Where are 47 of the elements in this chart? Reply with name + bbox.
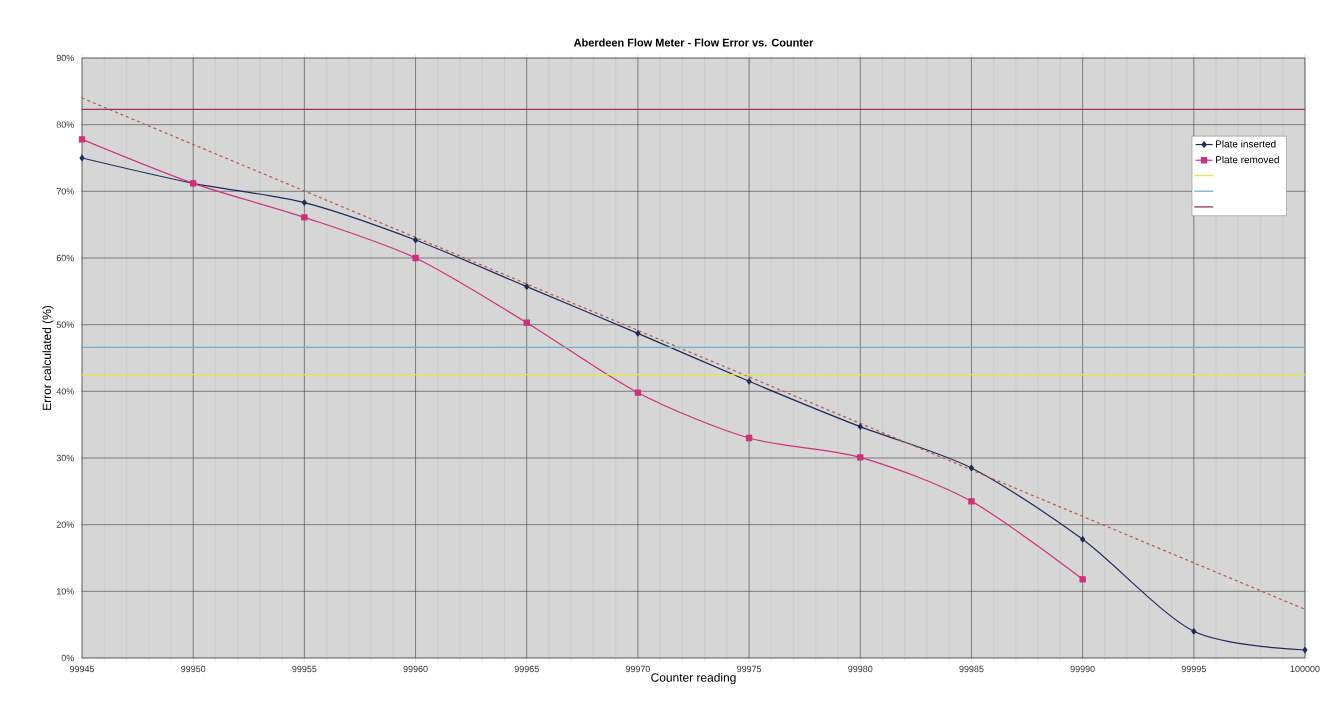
x-tick-label: 99955 [292, 665, 317, 673]
x-tick-label: 100000 [1290, 665, 1320, 673]
point [413, 236, 419, 244]
x-tick-label: 99960 [403, 665, 428, 673]
x-tick-label: 99945 [69, 665, 95, 673]
point [1079, 576, 1086, 583]
x-tick-label: 99970 [625, 665, 651, 673]
legend-label: Plate removed [1216, 155, 1279, 164]
y-tick-label: 60% [56, 254, 74, 262]
point [857, 423, 863, 430]
point [968, 498, 975, 505]
y-tick-label: 10% [56, 588, 74, 595]
point [523, 319, 530, 326]
y-tick-label: 90% [56, 54, 74, 62]
chart-title: Aberdeen Flow Meter - Flow Error vs. Counter [573, 38, 814, 47]
point [301, 199, 307, 206]
y-tick-label: 0% [61, 654, 74, 662]
point [745, 434, 753, 442]
point [524, 283, 530, 290]
y-axis-title: Error calculated (%) [42, 305, 54, 410]
point [634, 389, 642, 396]
point [79, 154, 85, 162]
x-tick-label: 99995 [1181, 665, 1206, 673]
point [412, 254, 419, 262]
x-tick-label: 99950 [181, 665, 206, 673]
point [635, 330, 641, 337]
y-tick-label: 50% [56, 321, 74, 328]
point [1302, 646, 1308, 654]
point [857, 454, 864, 461]
y-tick-label: 80% [56, 121, 74, 128]
x-tick-label: 99985 [959, 665, 984, 673]
x-tick-label: 99980 [848, 665, 873, 673]
y-tick-label: 40% [56, 388, 74, 395]
x-tick-label: 99975 [737, 665, 762, 673]
legend-label: Plate inserted [1216, 140, 1276, 148]
point [301, 214, 308, 221]
point [746, 378, 752, 385]
y-tick-label: 70% [56, 188, 74, 195]
x-tick-label: 99990 [1070, 665, 1095, 673]
y-tick-label: 30% [56, 454, 74, 462]
point [78, 136, 86, 143]
x-tick-label: 99965 [514, 665, 539, 673]
x-axis-title: Counter reading [651, 672, 736, 685]
point [1080, 536, 1086, 543]
y-tick-label: 20% [56, 521, 74, 528]
point [1191, 628, 1197, 635]
point [968, 464, 974, 472]
